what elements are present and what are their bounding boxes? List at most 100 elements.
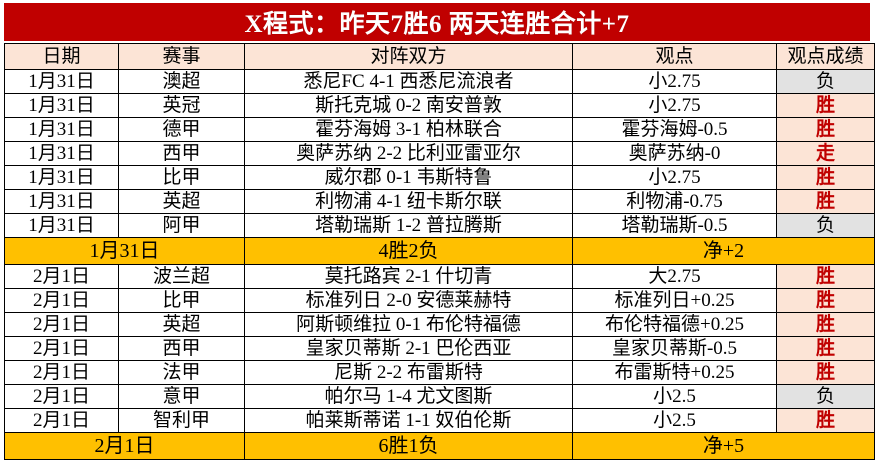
cell-view: 布雷斯特+0.25 bbox=[572, 360, 777, 385]
column-header-league: 赛事 bbox=[118, 43, 245, 70]
cell-match: 悉尼FC 4-1 西悉尼流浪者 bbox=[244, 69, 573, 94]
cell-league: 英冠 bbox=[118, 93, 245, 118]
cell-result: 胜 bbox=[776, 336, 875, 361]
cell-result: 胜 bbox=[776, 165, 875, 190]
cell-match: 奥萨苏纳 2-2 比利亚雷亚尔 bbox=[244, 141, 573, 166]
cell-date: 1月31日 bbox=[4, 93, 119, 118]
table-row: 1月31日 英冠 斯托克城 0-2 南安普敦 小2.75 胜 bbox=[4, 93, 875, 118]
summary-record: 4胜2负 bbox=[244, 237, 573, 265]
cell-date: 2月1日 bbox=[4, 288, 119, 313]
summary-row: 2月1日 6胜1负 净+5 bbox=[4, 432, 875, 460]
cell-result: 负 bbox=[776, 213, 875, 238]
cell-result: 胜 bbox=[776, 360, 875, 385]
cell-result: 胜 bbox=[776, 288, 875, 313]
cell-view: 利物浦-0.75 bbox=[572, 189, 777, 214]
table-row: 2月1日 智利甲 帕莱斯蒂诺 1-1 奴伯伦斯 小2.5 胜 bbox=[4, 408, 875, 433]
cell-view: 布伦特福德+0.25 bbox=[572, 312, 777, 337]
cell-date: 1月31日 bbox=[4, 189, 119, 214]
table-row: 1月31日 澳超 悉尼FC 4-1 西悉尼流浪者 小2.75 负 bbox=[4, 69, 875, 94]
cell-view: 塔勒瑞斯-0.5 bbox=[572, 213, 777, 238]
cell-view: 小2.75 bbox=[572, 69, 777, 94]
cell-date: 1月31日 bbox=[4, 213, 119, 238]
table-row: 2月1日 波兰超 莫托路宾 2-1 什切青 大2.75 胜 bbox=[4, 264, 875, 289]
page-title: X程式：昨天7胜6 两天连胜合计+7 bbox=[244, 11, 630, 38]
cell-view: 小2.75 bbox=[572, 93, 777, 118]
cell-date: 2月1日 bbox=[4, 264, 119, 289]
cell-match: 标准列日 2-0 安德莱赫特 bbox=[244, 288, 573, 313]
table-header-row: 日期 赛事 对阵双方 观点 观点成绩 bbox=[4, 43, 875, 70]
column-header-match: 对阵双方 bbox=[244, 43, 573, 70]
cell-date: 2月1日 bbox=[4, 312, 119, 337]
cell-league: 德甲 bbox=[118, 117, 245, 142]
cell-match: 帕尔马 1-4 尤文图斯 bbox=[244, 384, 573, 409]
cell-league: 波兰超 bbox=[118, 264, 245, 289]
results-table: 日期 赛事 对阵双方 观点 观点成绩 1月31日 澳超 悉尼FC 4-1 西悉尼流浪者 小2.7… bbox=[4, 43, 875, 460]
table-row: 2月1日 法甲 尼斯 2-2 布雷斯特 布雷斯特+0.25 胜 bbox=[4, 360, 875, 385]
cell-result: 胜 bbox=[776, 117, 875, 142]
cell-view: 大2.75 bbox=[572, 264, 777, 289]
cell-league: 法甲 bbox=[118, 360, 245, 385]
cell-view: 小2.75 bbox=[572, 165, 777, 190]
cell-date: 2月1日 bbox=[4, 360, 119, 385]
cell-result: 走 bbox=[776, 141, 875, 166]
cell-view: 小2.5 bbox=[572, 408, 777, 433]
cell-league: 英超 bbox=[118, 189, 245, 214]
cell-league: 比甲 bbox=[118, 165, 245, 190]
cell-league: 比甲 bbox=[118, 288, 245, 313]
cell-date: 1月31日 bbox=[4, 117, 119, 142]
table-row: 2月1日 意甲 帕尔马 1-4 尤文图斯 小2.5 负 bbox=[4, 384, 875, 409]
cell-match: 斯托克城 0-2 南安普敦 bbox=[244, 93, 573, 118]
cell-league: 英超 bbox=[118, 312, 245, 337]
summary-net: 净+2 bbox=[572, 237, 875, 265]
cell-match: 阿斯顿维拉 0-1 布伦特福德 bbox=[244, 312, 573, 337]
table-row: 2月1日 西甲 皇家贝蒂斯 2-1 巴伦西亚 皇家贝蒂斯-0.5 胜 bbox=[4, 336, 875, 361]
cell-league: 智利甲 bbox=[118, 408, 245, 433]
table-row: 1月31日 比甲 威尔郡 0-1 韦斯特鲁 小2.75 胜 bbox=[4, 165, 875, 190]
cell-result: 负 bbox=[776, 384, 875, 409]
cell-league: 意甲 bbox=[118, 384, 245, 409]
title-banner: X程式：昨天7胜6 两天连胜合计+7 bbox=[4, 3, 870, 41]
cell-view: 霍芬海姆-0.5 bbox=[572, 117, 777, 142]
cell-date: 2月1日 bbox=[4, 384, 119, 409]
cell-date: 1月31日 bbox=[4, 141, 119, 166]
table-row: 1月31日 英超 利物浦 4-1 纽卡斯尔联 利物浦-0.75 胜 bbox=[4, 189, 875, 214]
cell-view: 皇家贝蒂斯-0.5 bbox=[572, 336, 777, 361]
cell-league: 阿甲 bbox=[118, 213, 245, 238]
cell-result: 胜 bbox=[776, 264, 875, 289]
cell-match: 莫托路宾 2-1 什切青 bbox=[244, 264, 573, 289]
cell-match: 塔勒瑞斯 1-2 普拉腾斯 bbox=[244, 213, 573, 238]
cell-match: 利物浦 4-1 纽卡斯尔联 bbox=[244, 189, 573, 214]
cell-league: 西甲 bbox=[118, 336, 245, 361]
cell-league: 澳超 bbox=[118, 69, 245, 94]
column-header-view: 观点 bbox=[572, 43, 777, 70]
cell-date: 1月31日 bbox=[4, 165, 119, 190]
table-row: 1月31日 阿甲 塔勒瑞斯 1-2 普拉腾斯 塔勒瑞斯-0.5 负 bbox=[4, 213, 875, 238]
table-row: 2月1日 比甲 标准列日 2-0 安德莱赫特 标准列日+0.25 胜 bbox=[4, 288, 875, 313]
cell-view: 奥萨苏纳-0 bbox=[572, 141, 777, 166]
cell-match: 威尔郡 0-1 韦斯特鲁 bbox=[244, 165, 573, 190]
cell-result: 胜 bbox=[776, 408, 875, 433]
table-row: 1月31日 德甲 霍芬海姆 3-1 柏林联合 霍芬海姆-0.5 胜 bbox=[4, 117, 875, 142]
cell-date: 2月1日 bbox=[4, 336, 119, 361]
cell-match: 皇家贝蒂斯 2-1 巴伦西亚 bbox=[244, 336, 573, 361]
cell-match: 帕莱斯蒂诺 1-1 奴伯伦斯 bbox=[244, 408, 573, 433]
cell-view: 小2.5 bbox=[572, 384, 777, 409]
summary-net: 净+5 bbox=[572, 432, 875, 460]
cell-match: 霍芬海姆 3-1 柏林联合 bbox=[244, 117, 573, 142]
cell-view: 标准列日+0.25 bbox=[572, 288, 777, 313]
cell-league: 西甲 bbox=[118, 141, 245, 166]
cell-date: 1月31日 bbox=[4, 69, 119, 94]
summary-row: 1月31日 4胜2负 净+2 bbox=[4, 237, 875, 265]
summary-date: 2月1日 bbox=[4, 432, 245, 460]
column-header-date: 日期 bbox=[4, 43, 119, 70]
summary-record: 6胜1负 bbox=[244, 432, 573, 460]
cell-date: 2月1日 bbox=[4, 408, 119, 433]
cell-result: 负 bbox=[776, 69, 875, 94]
column-header-result: 观点成绩 bbox=[776, 43, 875, 70]
cell-result: 胜 bbox=[776, 189, 875, 214]
cell-match: 尼斯 2-2 布雷斯特 bbox=[244, 360, 573, 385]
results-table-body: 日期 赛事 对阵双方 观点 观点成绩 1月31日 澳超 悉尼FC 4-1 西悉尼流浪者 小2.7… bbox=[4, 43, 875, 460]
cell-result: 胜 bbox=[776, 312, 875, 337]
table-row: 1月31日 西甲 奥萨苏纳 2-2 比利亚雷亚尔 奥萨苏纳-0 走 bbox=[4, 141, 875, 166]
